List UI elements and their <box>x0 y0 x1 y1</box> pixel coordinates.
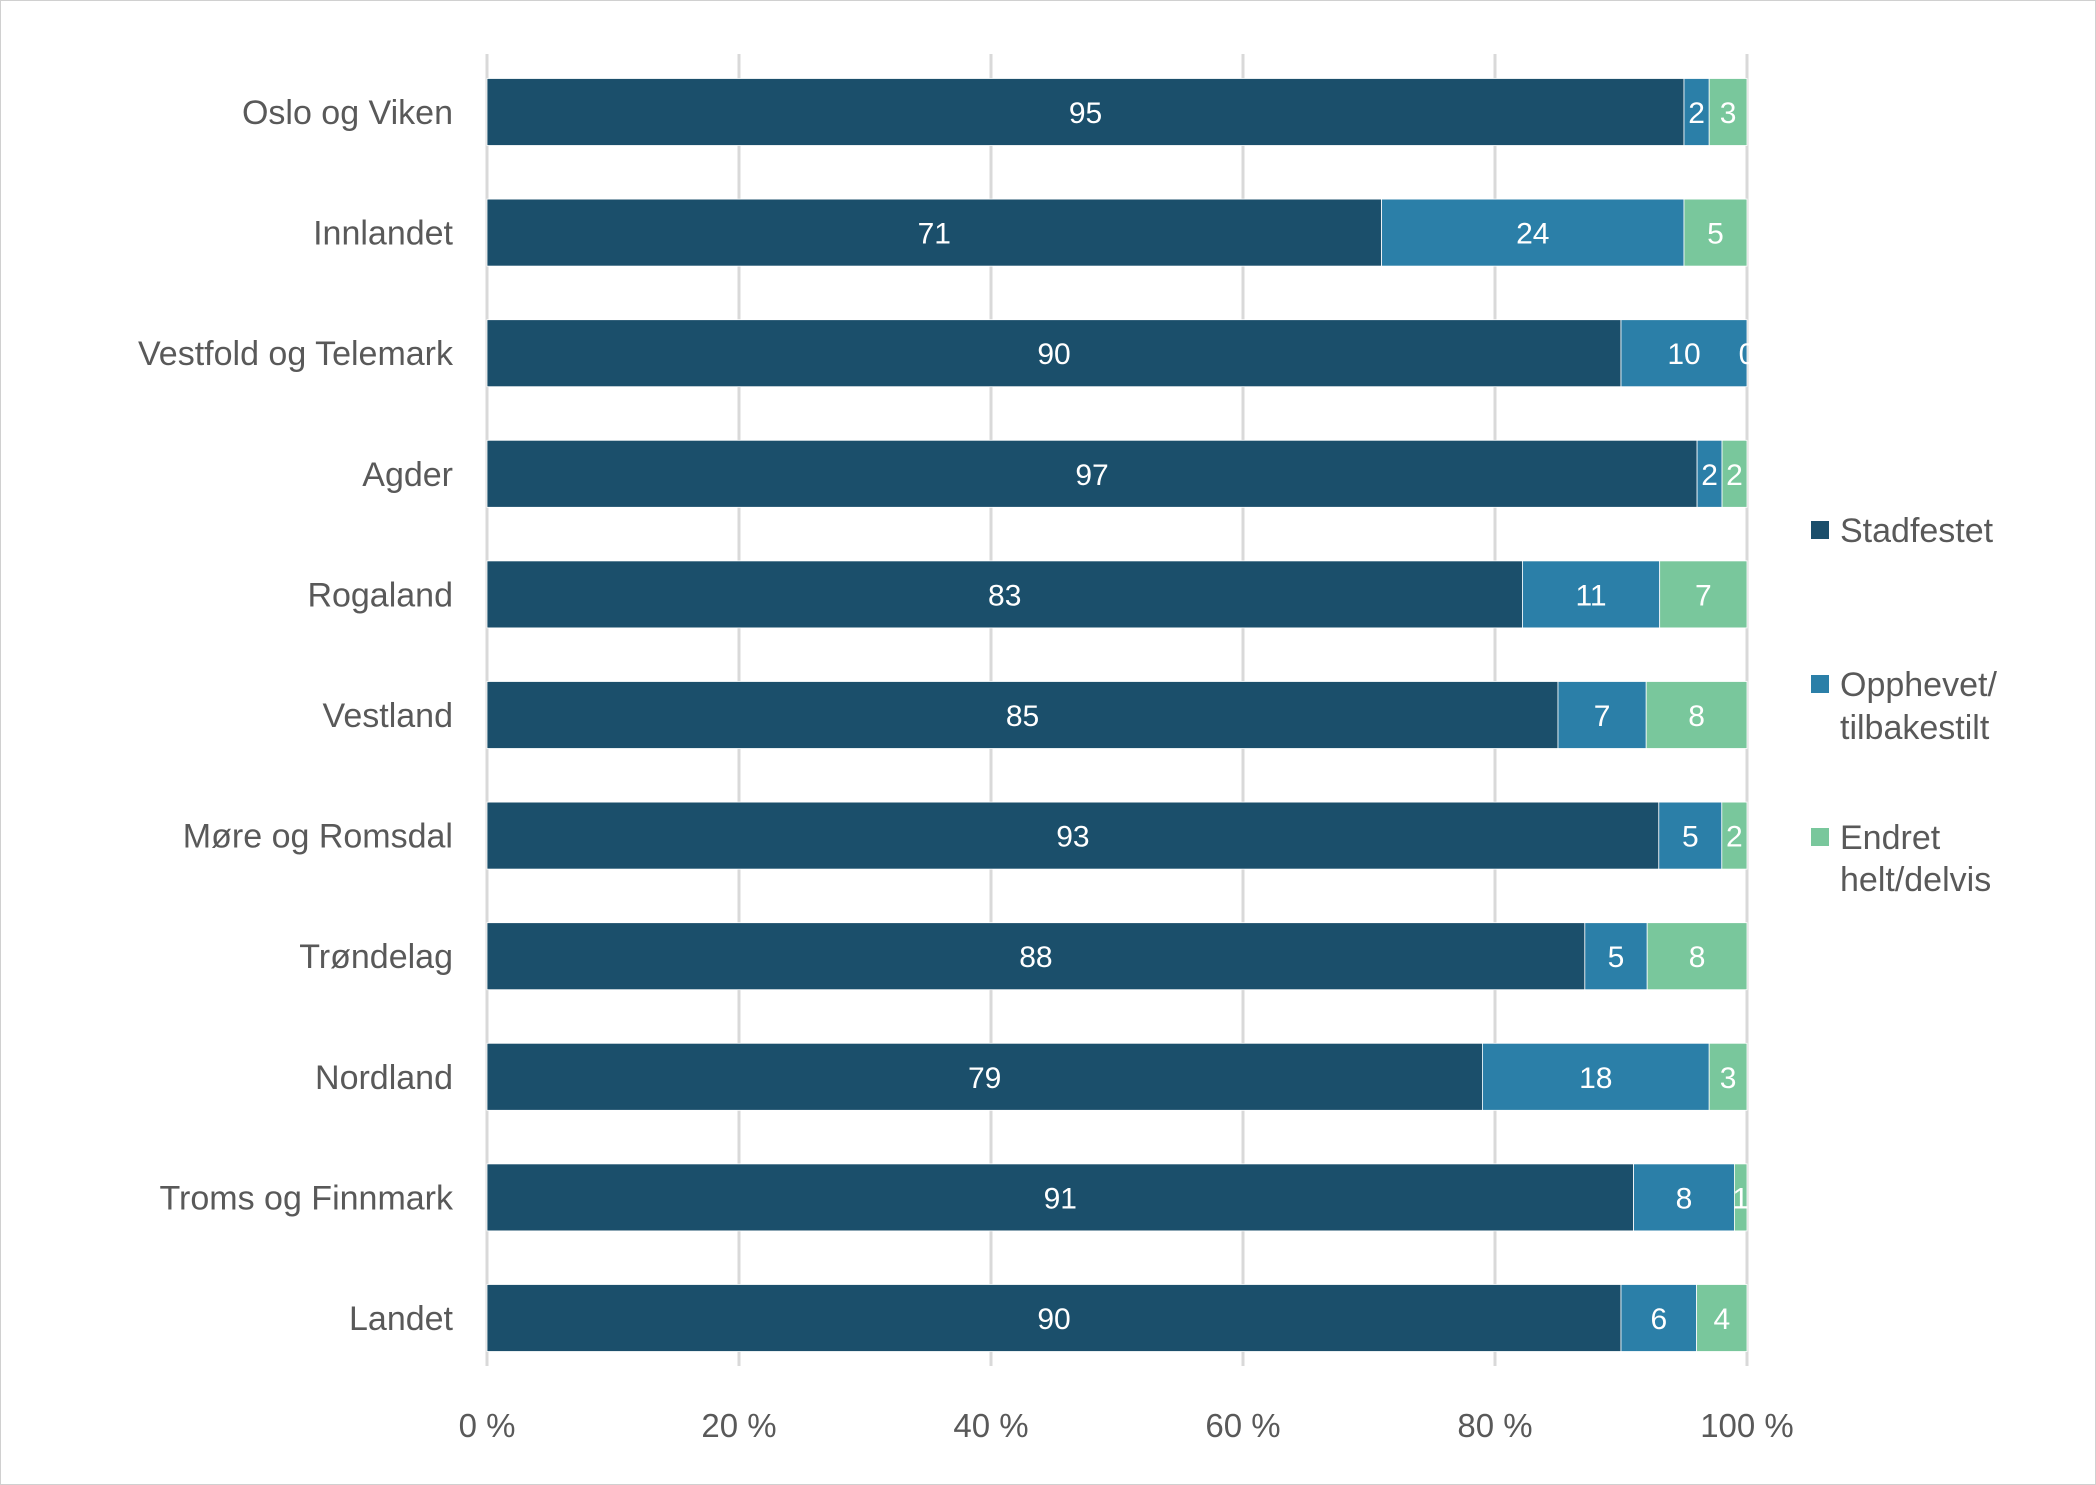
bar-segment <box>1721 439 1748 508</box>
data-label: 6 <box>1650 1303 1667 1336</box>
bar-segment <box>486 922 1586 991</box>
bar-segment <box>1734 1163 1748 1232</box>
data-label: 97 <box>1075 459 1108 492</box>
bar-segment <box>1696 439 1723 508</box>
data-label: 5 <box>1608 941 1625 974</box>
data-label: 91 <box>1044 1182 1077 1215</box>
category-label: Møre og Romsdal <box>183 818 453 856</box>
bar-segment <box>486 801 1660 870</box>
data-label: 5 <box>1707 218 1724 251</box>
legend-label: tilbakestilt <box>1840 709 1990 747</box>
data-label: 1 <box>1732 1182 1749 1215</box>
x-tick-label: 100 % <box>1700 1407 1794 1444</box>
bar-segment <box>1522 560 1661 629</box>
data-label: 83 <box>988 579 1021 612</box>
bar-segment <box>486 319 1622 388</box>
bar-segment <box>486 439 1698 508</box>
data-label: 0 <box>1739 338 1756 371</box>
data-label: 8 <box>1688 700 1705 733</box>
data-label: 8 <box>1689 941 1706 974</box>
bar-segment <box>486 78 1685 146</box>
bar-segment <box>486 560 1523 629</box>
legend-label: Stadfestet <box>1840 512 1994 550</box>
category-label: Nordland <box>315 1059 453 1097</box>
bar-segment <box>1646 922 1748 991</box>
legend-label: Opphevet/ <box>1840 666 1997 704</box>
category-label: Innlandet <box>313 215 453 253</box>
data-label: 7 <box>1594 700 1611 733</box>
bar-segment <box>1482 1042 1710 1111</box>
data-label: 3 <box>1720 1062 1737 1095</box>
data-label: 10 <box>1667 338 1700 371</box>
bar-segment <box>1620 319 1748 388</box>
legend-swatch <box>1811 675 1829 693</box>
bar-segment <box>486 1284 1622 1352</box>
data-label: 4 <box>1713 1303 1730 1336</box>
category-label: Troms og Finnmark <box>160 1179 454 1217</box>
bar-segment <box>1645 681 1748 749</box>
category-label: Landet <box>349 1300 454 1338</box>
data-label: 2 <box>1688 97 1705 130</box>
data-label: 71 <box>918 218 951 251</box>
x-tick-label: 60 % <box>1205 1407 1280 1444</box>
data-label: 95 <box>1069 97 1102 130</box>
bar-segment <box>486 198 1382 267</box>
legend-swatch <box>1811 521 1829 539</box>
data-label: 24 <box>1516 218 1549 251</box>
data-label: 79 <box>968 1062 1001 1095</box>
bar-segment <box>1620 1284 1697 1352</box>
bar-segment <box>1659 560 1748 629</box>
legend-label: helt/delvis <box>1840 861 1991 899</box>
data-label: 2 <box>1726 821 1743 854</box>
data-label: 93 <box>1056 821 1089 854</box>
data-label: 7 <box>1695 579 1712 612</box>
bar-segment <box>486 1042 1483 1111</box>
bar-segment <box>1721 801 1748 870</box>
bar-segment <box>1696 1284 1748 1352</box>
category-label: Agder <box>362 456 453 494</box>
bar-segment <box>1708 78 1748 146</box>
bar-segment <box>486 1163 1634 1232</box>
bar-segment <box>1381 198 1685 267</box>
data-label: 2 <box>1701 459 1718 492</box>
data-label: 90 <box>1037 1303 1070 1336</box>
data-label: 90 <box>1037 338 1070 371</box>
x-tick-label: 40 % <box>953 1407 1028 1444</box>
x-tick-label: 80 % <box>1457 1407 1532 1444</box>
data-label: 11 <box>1575 579 1606 612</box>
data-label: 18 <box>1579 1062 1612 1095</box>
x-tick-label: 20 % <box>701 1407 776 1444</box>
bar-segment <box>1683 198 1748 267</box>
data-label: 3 <box>1720 97 1737 130</box>
bar-segment <box>1708 1042 1748 1111</box>
data-label: 5 <box>1682 821 1699 854</box>
category-label: Trøndelag <box>299 938 453 976</box>
bar-segment <box>1633 1163 1735 1232</box>
category-label: Vestland <box>323 697 453 735</box>
category-label: Oslo og Viken <box>242 94 453 132</box>
x-tick-label: 0 % <box>459 1407 516 1444</box>
legend-swatch <box>1811 828 1829 846</box>
data-label: 2 <box>1726 459 1743 492</box>
legend-label: Endret <box>1840 819 1941 857</box>
data-label: 88 <box>1019 941 1052 974</box>
data-label: 8 <box>1676 1182 1693 1215</box>
category-label: Rogaland <box>307 576 453 614</box>
category-label: Vestfold og Telemark <box>138 335 454 373</box>
data-label: 85 <box>1006 700 1039 733</box>
